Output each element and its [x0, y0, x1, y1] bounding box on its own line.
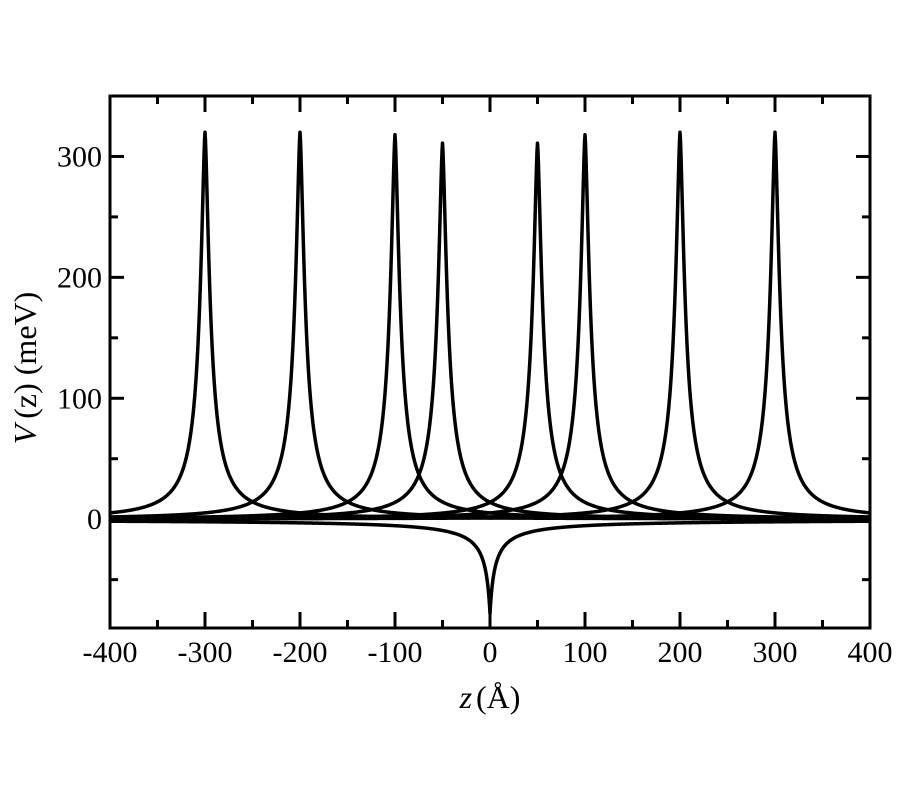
y-tick-label: 300 [57, 140, 102, 173]
well-line [108, 519, 872, 616]
plot-frame [108, 94, 872, 630]
x-tick-label: 300 [753, 636, 798, 669]
x-tick-label: -100 [368, 636, 423, 669]
x-tick-label: -400 [83, 636, 138, 669]
series-line-7 [108, 130, 872, 521]
x-axis-unit: (Å) [476, 679, 520, 715]
x-tick-label: 0 [483, 636, 498, 669]
x-tick-label: 400 [848, 636, 893, 669]
y-tick-label: 200 [57, 261, 102, 294]
y-axis-arg: (z) [7, 383, 43, 419]
y-axis-unit: (meV) [7, 292, 43, 376]
x-tick-label: -300 [178, 636, 233, 669]
x-tick-label: -200 [273, 636, 328, 669]
x-axis-var: z [459, 679, 473, 715]
ticks-group [108, 96, 872, 628]
y-tick-label: 100 [57, 382, 102, 415]
x-tick-labels: -400 -300 -200 -100 0 100 200 300 400 [83, 636, 893, 669]
y-tick-label: 0 [87, 503, 102, 536]
y-axis-label: V(z) (meV) [7, 292, 43, 445]
x-axis-label: z (Å) [459, 679, 521, 715]
y-axis-var: V [7, 421, 43, 444]
y-tick-labels: 0 100 200 300 [57, 140, 102, 536]
x-tick-label: 200 [658, 636, 703, 669]
x-tick-label: 100 [563, 636, 608, 669]
curves-group [108, 130, 872, 616]
